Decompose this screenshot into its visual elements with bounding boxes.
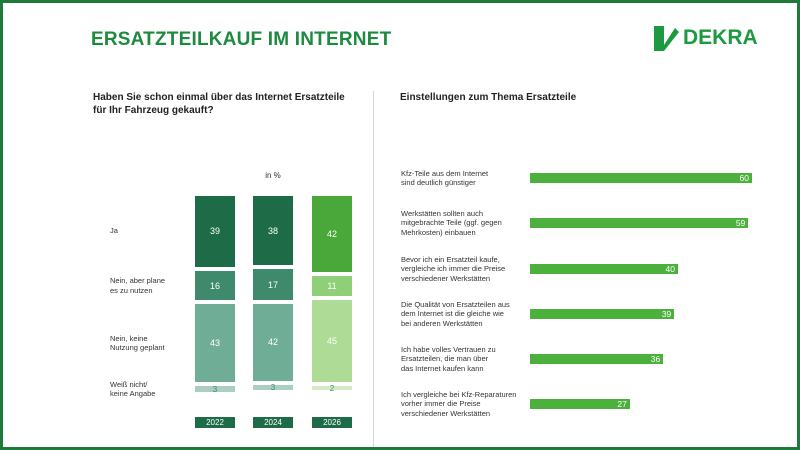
value-label: 60 [739,173,749,183]
bar-segment [312,276,352,297]
value-label: 42 [326,229,337,240]
value-label: 17 [267,279,278,290]
category-label: 2024 [253,417,293,428]
series-label: Nein, aber plane es zu nutzen [110,276,166,295]
value-label: 42 [267,337,278,348]
bar [530,399,630,409]
value-label: 3 [212,384,218,394]
bar [530,309,675,319]
value-label: 39 [209,226,220,237]
bar-segment [253,196,293,266]
bar-segment [253,304,293,381]
bar-segment [312,386,352,390]
bar-segment [195,270,235,301]
series-label: Ja [110,226,118,236]
bar-segment [195,304,235,383]
series-label: Nein, keine Nutzung geplant [110,333,165,353]
value-label: 59 [735,218,746,228]
category-label: Die Qualität von Ersatzteilen aus dem In… [401,299,510,328]
bar [530,173,752,183]
value-label: 2 [329,383,335,393]
value-label: 36 [650,354,661,364]
bar-segment [195,386,235,392]
category-label: Ich habe volles Vertrauen zu Ersatzteile… [401,344,496,373]
category-label: 2026 [312,417,352,428]
bar-segment [312,196,352,273]
category-label: Ich vergleiche bei Kfz-Reparaturen vorhe… [401,389,517,418]
category-label: Bevor ich ein Ersatzteil kaufe, vergleic… [401,254,506,283]
value-label: 27 [617,399,627,409]
bar [530,354,664,364]
category-label: Kfz-Teile aus dem Internet sind deutlich… [401,168,489,188]
value-label: 38 [267,225,278,236]
bar-segment [312,300,352,383]
logo-mark [654,26,679,51]
bar [530,218,749,228]
logo: DEKRA [651,23,761,53]
value-label: 16 [209,280,220,291]
value-label: 45 [326,336,337,347]
unit-label: in % [265,171,281,180]
divider [373,91,374,447]
bar-segment [195,196,235,267]
category-label: 2022 [195,417,235,428]
chart-title: Einstellungen zum Thema Ersatzteile [400,92,577,103]
value-label: 39 [661,309,672,319]
bar [530,264,678,274]
value-label: 43 [209,338,220,349]
value-label: 3 [270,382,276,392]
series-label: Weiß nicht/ keine Angabe [110,379,156,399]
value-label: 11 [327,281,337,292]
value-label: 40 [665,264,675,274]
bar-segment [253,384,293,390]
category-label: Werkstätten sollten auch mitgebrachte Te… [401,208,502,237]
page-title: ERSATZTEILKAUF IM INTERNET [91,29,392,50]
bar-segment [253,269,293,301]
logo-text: DEKRA [683,26,758,49]
chart-title: Haben Sie schon einmal über das Internet… [93,92,345,116]
